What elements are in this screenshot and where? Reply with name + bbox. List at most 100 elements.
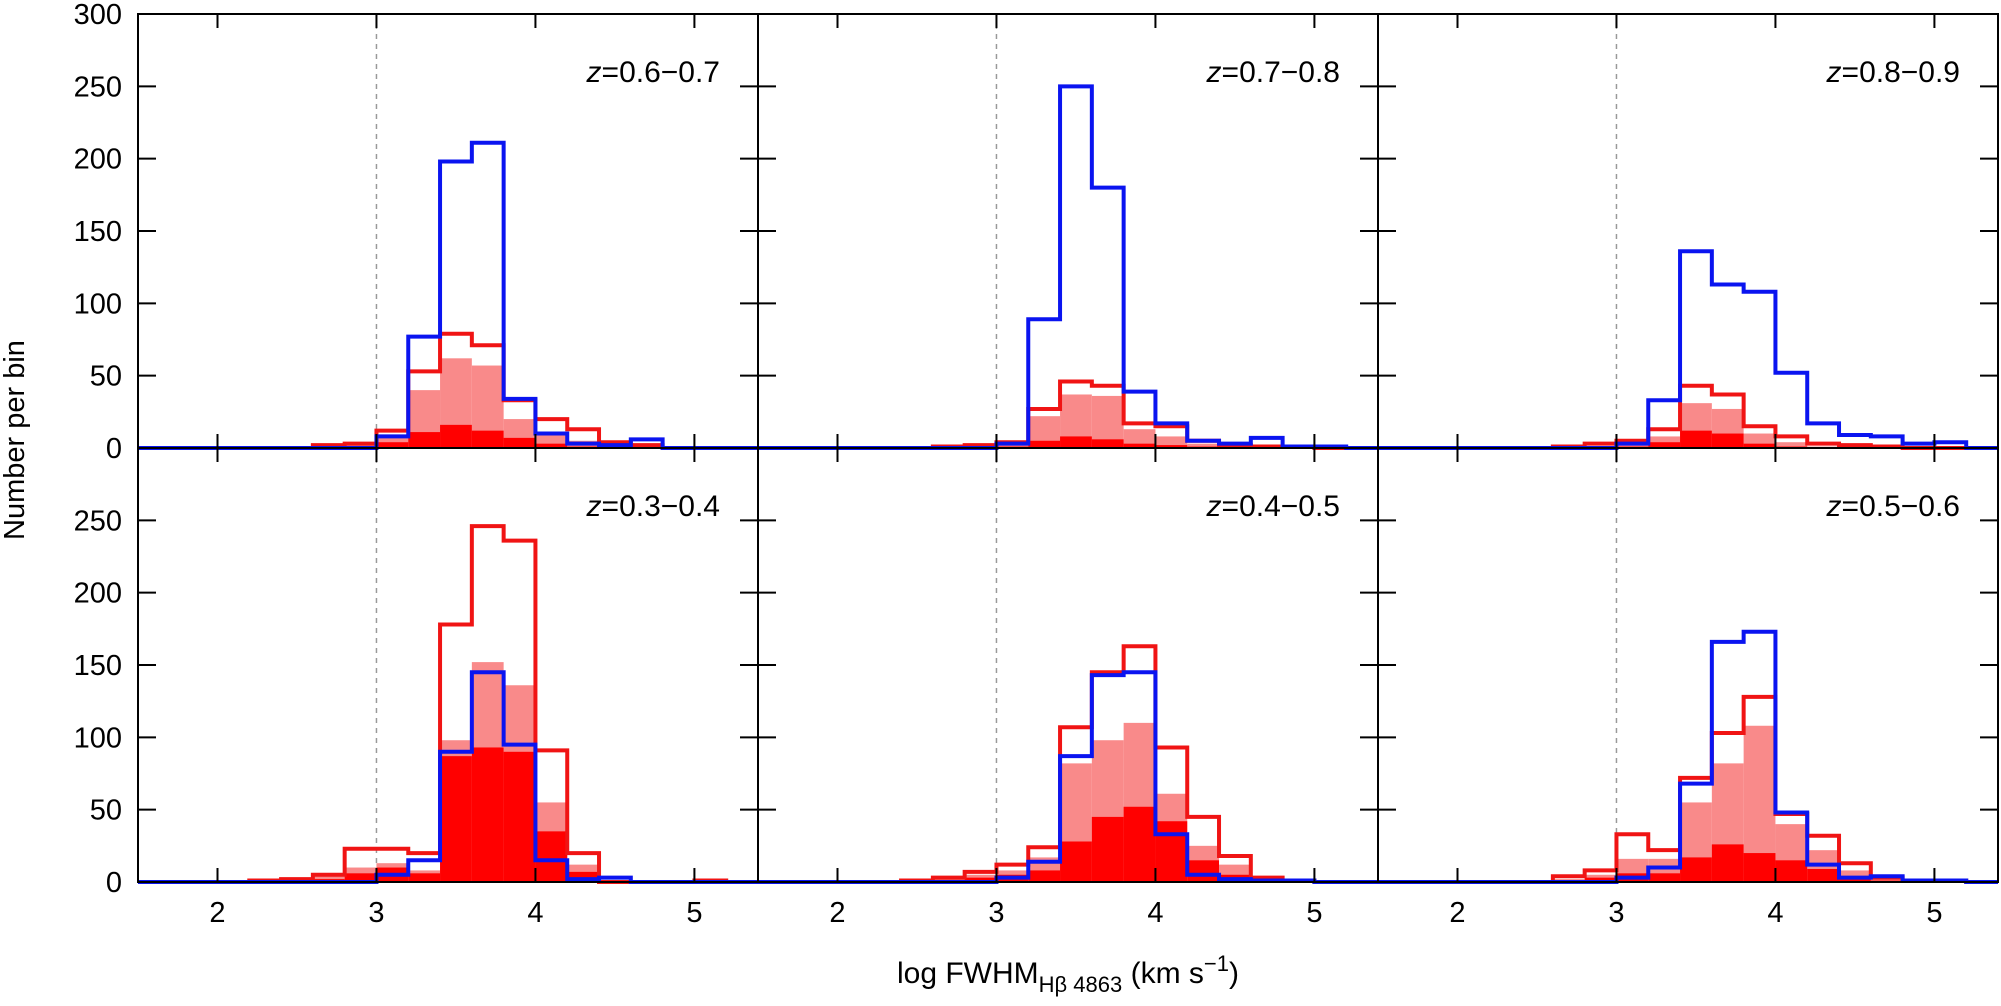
x-tick-label: 3 [988, 897, 1004, 929]
panel-1-2-solid-red-bar [1680, 857, 1712, 882]
panel-0-2-light-red-bar [1648, 436, 1681, 448]
x-axis-label: log FWHMHβ 4863 (km s−1) [897, 951, 1239, 997]
panel-0-1-solid-red-bar [1123, 443, 1156, 448]
y-tick-label-top: 150 [74, 216, 122, 248]
panel-1-0-solid-red-bar [567, 871, 600, 882]
panel-0-2-redshift-symbol: z [1826, 56, 1842, 89]
panel-1-2-solid-red-bar [1648, 873, 1681, 882]
panel-1-1-solid-red-bar [1060, 841, 1092, 882]
panel-1-0-solid-red-bar [471, 747, 504, 882]
panel-0-2-light-red-bar [1775, 442, 1808, 448]
panel-0-0-solid-red-bar [408, 432, 441, 448]
panel-0-1-light-red-bar [1123, 429, 1156, 448]
panel-1-1-solid-red-bar [1028, 870, 1061, 882]
panel-0-0-solid-red-bar [471, 430, 504, 448]
panel-0-1-redshift-range: =0.7−0.8 [1222, 56, 1340, 89]
x-tick-label: 4 [527, 897, 543, 929]
x-axis-label-suffix: ) [1229, 957, 1239, 990]
panel-1-0-solid-red-bar [344, 873, 377, 882]
panel-0-1-solid-red-bar [1060, 436, 1092, 448]
x-tick-label: 3 [1608, 897, 1624, 929]
panel-1-0-redshift-symbol: z [586, 490, 602, 523]
panel-0-0-redshift-range: =0.6−0.7 [602, 56, 720, 89]
panel-0-0-redshift-label: z=0.6−0.7 [586, 56, 720, 89]
y-tick-label-bottom: 50 [90, 795, 122, 827]
panel-1-0-solid-red-bar [503, 751, 536, 882]
x-axis-label-subscript: Hβ 4863 [1039, 972, 1123, 997]
panel-1-0-redshift-label: z=0.3−0.4 [586, 490, 720, 523]
x-tick-label: 5 [686, 897, 702, 929]
panel-0-1-solid-red-bar [1028, 440, 1061, 448]
panel-1-1-redshift-label: z=0.4−0.5 [1206, 490, 1340, 523]
panel-1-2-solid-red-bar [1743, 853, 1776, 882]
panel-0-0-light-red-bar [376, 436, 409, 448]
panel-0-1-solid-red-bar [1155, 445, 1188, 448]
y-tick-label-bottom: 250 [74, 505, 122, 537]
y-tick-label-bottom: 0 [106, 867, 122, 899]
x-tick-label: 3 [368, 897, 384, 929]
panel-1-1-solid-red-bar [964, 877, 997, 882]
panel-0-1-blue-step-line [758, 84, 1378, 450]
panel-labels: z=0.6−0.7 z=0.7−0.8 z=0.8−0.9z=0.3−0.4 z=0.… [74, 0, 1960, 929]
panel-0-1-redshift-label: z=0.7−0.8 [1206, 56, 1340, 89]
panel-1-2-solid-red-bar [1775, 860, 1808, 882]
panel-0-0-solid-red-bar [535, 443, 568, 448]
panel-0-2-solid-red-bar [1680, 430, 1712, 448]
panel-0-2-redshift-range: =0.8−0.9 [1842, 56, 1960, 89]
panel-1-0-solid-red-bar [440, 756, 472, 882]
panel-1-1-redshift-symbol: z [1206, 490, 1222, 523]
axis-ticks [138, 13, 1998, 883]
panel-0-1-solid-red-bar [1091, 439, 1124, 448]
panel-frames [137, 13, 1999, 883]
panel-1-2-redshift-label: z=0.5−0.6 [1826, 490, 1960, 523]
panel-0-0-solid-red-bar [503, 437, 536, 448]
x-tick-label: 4 [1767, 897, 1783, 929]
y-tick-label-bottom: 150 [74, 650, 122, 682]
panel-0-1-redshift-symbol: z [1206, 56, 1222, 89]
panel-0-2-solid-red-bar [1648, 442, 1681, 448]
panel-1-1-solid-red-bar [1155, 821, 1188, 882]
x-tick-label: 2 [1449, 897, 1465, 929]
panel-1-2-redshift-range: =0.5−0.6 [1842, 490, 1960, 523]
panel-0-2-solid-red-bar [1743, 443, 1776, 448]
panel-1-2-solid-red-bar [1584, 877, 1617, 882]
y-axis-label: Number per bin [0, 340, 31, 540]
panel-1-0-solid-red-bar [535, 831, 568, 882]
x-axis-label-superscript: −1 [1204, 951, 1229, 976]
panel-1-2-solid-red-bar [1839, 877, 1871, 882]
y-tick-label-bottom: 100 [74, 722, 122, 754]
panel-0-2-solid-red-bar [1711, 433, 1744, 448]
panel-1-0-solid-red-bar [408, 873, 441, 882]
y-tick-label-top: 250 [74, 71, 122, 103]
y-tick-label-bottom: 200 [74, 578, 122, 610]
panel-1-2-solid-red-bar [1711, 844, 1744, 882]
panel-0-1-light-red-bar [1187, 443, 1220, 448]
panel-0-1-light-red-bar [1155, 436, 1188, 448]
y-tick-label-top: 0 [106, 433, 122, 465]
panel-1-1-solid-red-bar [1123, 806, 1156, 882]
y-tick-label-top: 200 [74, 144, 122, 176]
x-axis-label-prefix: log FWHM [897, 957, 1039, 990]
panel-1-2-solid-red-bar [1807, 868, 1840, 882]
panel-1-1-redshift-range: =0.4−0.5 [1222, 490, 1340, 523]
panel-1-0-redshift-range: =0.3−0.4 [602, 490, 720, 523]
panel-0-2-redshift-label: z=0.8−0.9 [1826, 56, 1960, 89]
reference-lines [375, 14, 1618, 882]
y-tick-label-top: 50 [90, 361, 122, 393]
outlines-layer [138, 84, 1998, 884]
x-tick-label: 5 [1926, 897, 1942, 929]
panel-0-0-solid-red-bar [440, 424, 472, 448]
panel-1-2-redshift-symbol: z [1826, 490, 1842, 523]
x-axis-label-unit: (km s [1122, 957, 1204, 990]
panel-1-1-solid-red-bar [1187, 860, 1220, 882]
x-tick-label: 5 [1306, 897, 1322, 929]
x-tick-label: 2 [209, 897, 225, 929]
panel-0-0-solid-red-bar [376, 442, 409, 448]
panel-0-0-redshift-symbol: z [586, 56, 602, 89]
panel-1-1-solid-red-bar [1091, 816, 1124, 882]
x-tick-label: 4 [1147, 897, 1163, 929]
y-tick-label-top: 100 [74, 288, 122, 320]
y-tick-label-top: 300 [74, 0, 122, 31]
